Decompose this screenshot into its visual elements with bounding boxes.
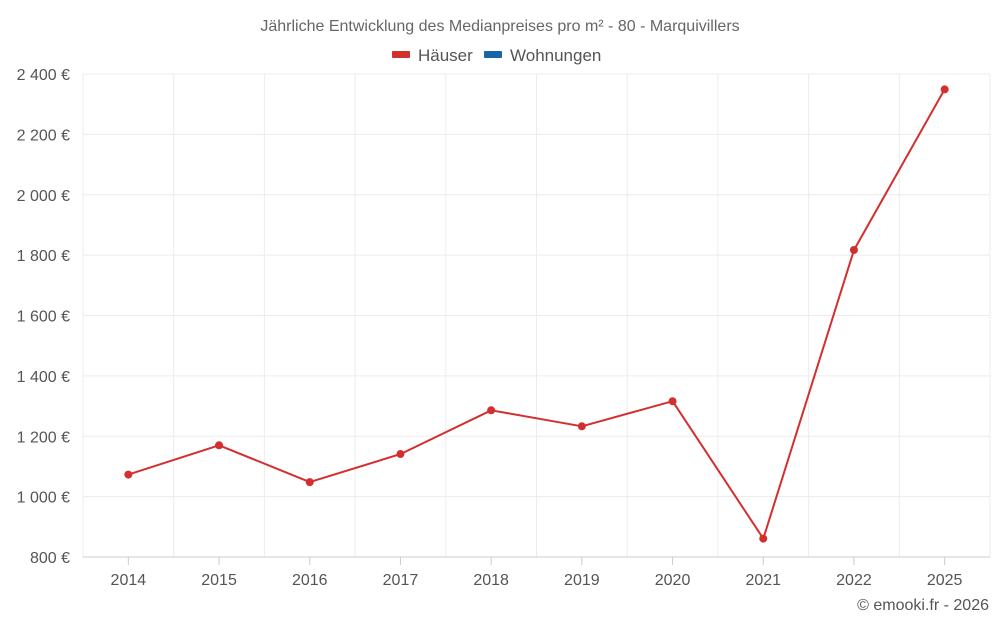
x-tick-label: 2014	[111, 572, 147, 589]
x-tick-label: 2025	[927, 572, 963, 589]
x-tick-label: 2022	[836, 572, 872, 589]
data-point[interactable]	[849, 245, 858, 254]
data-point[interactable]	[759, 534, 768, 543]
x-tick-label: 2020	[655, 572, 691, 589]
legend-swatch-wohnungen	[484, 51, 502, 58]
x-tick-label: 2016	[292, 572, 328, 589]
y-tick-label: 1 000 €	[17, 490, 70, 507]
y-tick-label: 1 600 €	[17, 309, 70, 326]
legend: Häuser Wohnungen	[392, 46, 601, 65]
legend-label-wohnungen: Wohnungen	[510, 46, 601, 65]
legend-swatch-haeuser	[392, 51, 410, 58]
grid	[82, 73, 991, 557]
data-point[interactable]	[577, 422, 586, 431]
data-point[interactable]	[940, 85, 949, 94]
y-tick-label: 2 000 €	[17, 188, 70, 205]
y-tick-label: 1 200 €	[17, 429, 70, 446]
series	[124, 85, 949, 543]
data-point[interactable]	[215, 441, 224, 450]
data-point[interactable]	[668, 397, 677, 406]
data-point[interactable]	[396, 450, 405, 459]
x-tick-label: 2018	[473, 572, 509, 589]
x-tick-label: 2019	[564, 572, 600, 589]
x-tick-label: 2021	[745, 572, 781, 589]
data-point[interactable]	[124, 470, 133, 479]
credit-text: © emooki.fr - 2026	[857, 597, 989, 614]
data-point[interactable]	[305, 478, 314, 487]
y-tick-label: 1 800 €	[17, 248, 70, 265]
series-line	[127, 88, 946, 540]
x-tick-label: 2017	[383, 572, 419, 589]
y-tick-label: 800 €	[30, 550, 70, 567]
chart-title: Jährliche Entwicklung des Medianpreises …	[260, 18, 739, 35]
y-tick-label: 2 400 €	[17, 67, 70, 84]
legend-item-haeuser[interactable]: Häuser	[392, 46, 473, 65]
y-tick-label: 1 400 €	[17, 369, 70, 386]
data-point[interactable]	[487, 406, 496, 415]
y-tick-label: 2 200 €	[17, 127, 70, 144]
axes: 800 € 1 000 € 1 200 € 1 400 € 1 600 € 1 800 €…	[17, 67, 990, 589]
legend-item-wohnungen[interactable]: Wohnungen	[484, 46, 601, 65]
x-tick-label: 2015	[201, 572, 237, 589]
legend-label-haeuser: Häuser	[418, 46, 473, 65]
